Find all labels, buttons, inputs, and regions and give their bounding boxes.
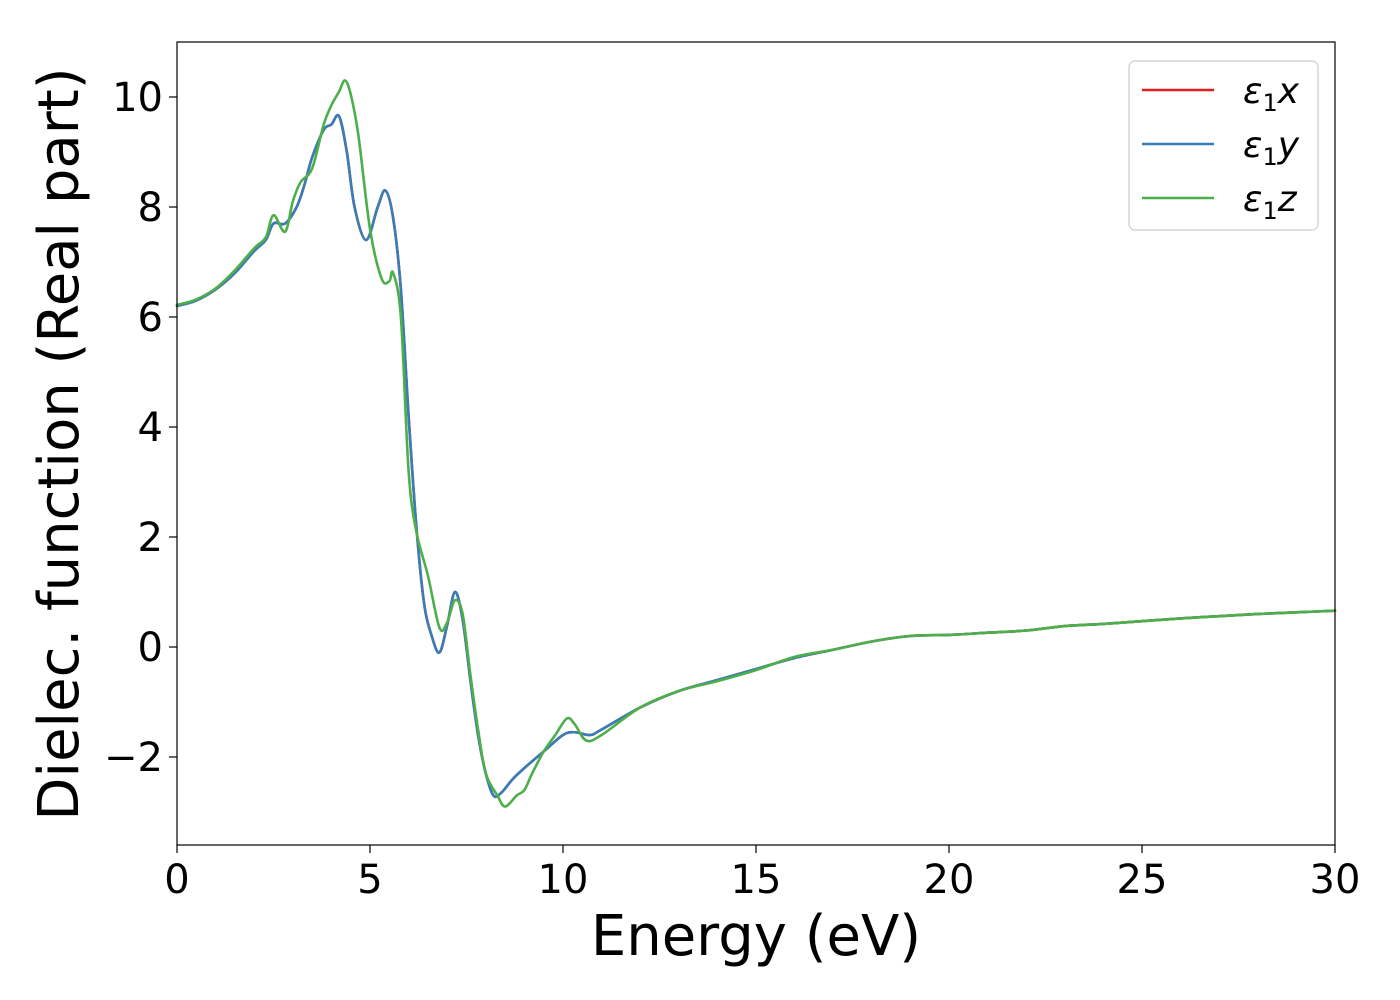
y-tick-label: −2 <box>104 735 163 781</box>
y-tick-label: 0 <box>138 625 163 671</box>
x-tick-label: 25 <box>1117 857 1168 903</box>
x-tick-label: 5 <box>357 857 382 903</box>
x-tick-label: 10 <box>538 857 589 903</box>
x-tick-label: 20 <box>924 857 975 903</box>
series-layer <box>175 79 1337 808</box>
y-tick-label: 6 <box>138 295 163 341</box>
y-tick-label: 8 <box>138 185 163 231</box>
x-axis-title: Energy (eV) <box>591 904 921 969</box>
legend-label-2: ε1y <box>1243 125 1300 171</box>
legend-box <box>1128 60 1319 231</box>
ticks-layer: 0 5 10 15 20 25 30 −2 0 2 4 6 8 10 <box>104 75 1360 903</box>
x-tick-label: 0 <box>164 857 189 903</box>
x-tick-label: 15 <box>731 857 782 903</box>
legend: ε1x ε1y ε1z <box>1128 60 1319 231</box>
y-axis-title: Dielec. function (Real part) <box>27 67 92 820</box>
x-tick-label: 30 <box>1310 857 1361 903</box>
y-tick-label: 10 <box>112 75 163 121</box>
legend-label-3: ε1z <box>1243 179 1298 225</box>
legend-label-1: ε1x <box>1243 71 1300 117</box>
y-tick-label: 4 <box>138 405 163 451</box>
series-line-3 <box>175 79 1337 808</box>
y-tick-label: 2 <box>138 515 163 561</box>
